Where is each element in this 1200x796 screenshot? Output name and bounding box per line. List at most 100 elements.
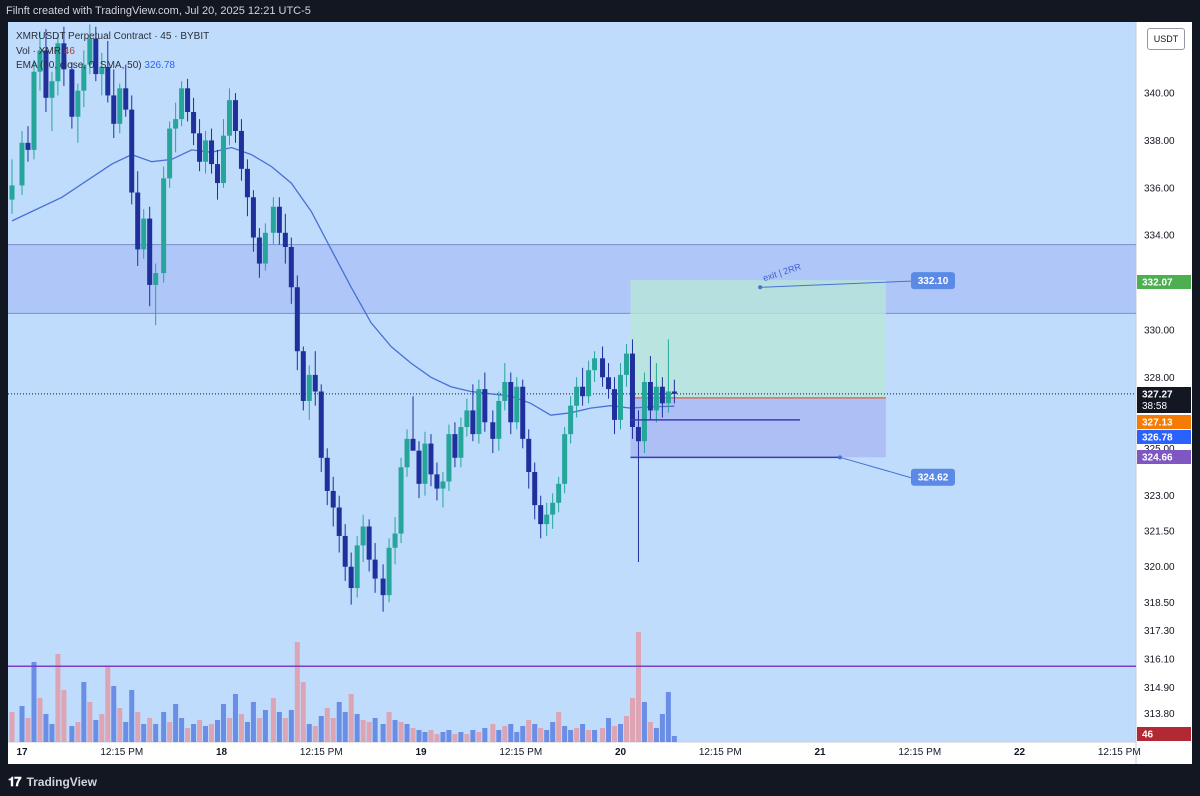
candle — [641, 372, 647, 454]
candle-body — [526, 438, 532, 472]
price-label: 327.27 — [1142, 390, 1173, 401]
legend-volume[interactable]: Vol · XMR 46 — [16, 45, 209, 60]
candle — [179, 81, 185, 127]
position-profit-zone — [630, 280, 886, 398]
volume-bar — [25, 718, 31, 742]
candle-body — [220, 135, 226, 184]
time-tick-label: 18 — [216, 747, 228, 758]
candle — [380, 564, 386, 612]
candle — [282, 213, 288, 264]
chart-attribution-bar: Filnft created with TradingView.com, Jul… — [0, 0, 1200, 22]
candle-body — [87, 38, 93, 65]
volume-bar — [185, 728, 191, 742]
candle-body — [191, 112, 197, 134]
candle-body — [366, 526, 372, 560]
candle — [300, 346, 306, 411]
currency-button[interactable]: USDT — [1147, 28, 1185, 50]
legend-ema-value: 326.78 — [144, 60, 175, 71]
candle-body — [147, 218, 153, 285]
candlestick-chart[interactable]: exit | 2RR 332.10324.62340.00338.00336.00… — [8, 22, 1192, 764]
price-label-badge — [1137, 727, 1191, 741]
candle — [665, 339, 671, 413]
candle-body — [153, 273, 159, 285]
stop-label: 324.62 — [918, 473, 949, 484]
candle — [618, 363, 623, 430]
volume-bar — [111, 686, 117, 742]
candle — [592, 351, 598, 382]
volume-bar — [562, 726, 568, 742]
volume-bar — [161, 712, 167, 742]
price-label-badge — [1137, 430, 1191, 444]
candle-body — [161, 178, 167, 274]
volume-bar — [147, 718, 153, 742]
volume-bar — [392, 720, 398, 742]
time-tick-label: 19 — [415, 747, 427, 758]
candle — [19, 130, 25, 195]
volume-bar — [153, 724, 159, 742]
candle-body — [342, 535, 348, 567]
volume-bar — [671, 736, 677, 742]
volume-bar — [354, 714, 360, 742]
candle-body — [105, 67, 111, 96]
candle-body — [398, 467, 404, 534]
volume-bar — [653, 728, 659, 742]
time-tick-label: 12:15 PM — [100, 747, 143, 758]
legend-symbol[interactable]: XMRUSDT Perpetual Contract · 45 · BYBIT — [16, 31, 210, 42]
candle — [69, 62, 75, 129]
candle — [129, 95, 135, 205]
candle-body — [360, 526, 366, 546]
candle-body — [99, 67, 105, 75]
candle-body — [372, 559, 378, 579]
candle — [366, 519, 372, 572]
candle — [276, 197, 282, 245]
candle-body — [618, 374, 623, 420]
volume-bar — [508, 724, 514, 742]
footer-brand[interactable]: TradingView — [26, 775, 97, 789]
price-tick-label: 320.00 — [1144, 562, 1175, 573]
time-tick-label: 12:15 PM — [1098, 747, 1141, 758]
stop-callout-dot — [837, 455, 842, 460]
position-loss-zone — [630, 397, 886, 458]
candle — [538, 495, 544, 539]
attribution-text: Filnft created with TradingView.com, Jul… — [6, 5, 311, 17]
candle — [386, 538, 392, 603]
candle-body — [81, 64, 87, 91]
volume-bar — [300, 682, 306, 742]
candle-body — [93, 38, 99, 75]
candle — [220, 119, 226, 188]
volume-bar — [129, 690, 135, 742]
candle — [270, 197, 276, 245]
volume-bar — [647, 722, 653, 742]
candle — [653, 363, 659, 423]
volume-bar — [342, 712, 348, 742]
candle-body — [502, 382, 508, 401]
volume-bar — [336, 702, 342, 742]
volume-bar — [568, 730, 574, 742]
volume-bar — [244, 722, 250, 742]
volume-bar — [330, 718, 336, 742]
volume-bar — [458, 732, 464, 742]
volume-bar — [179, 718, 185, 742]
candle — [659, 377, 665, 418]
volume-bar — [410, 728, 416, 742]
candle — [568, 396, 574, 444]
volume-bar — [99, 714, 105, 742]
volume-bar — [238, 714, 244, 742]
candle-body — [422, 443, 428, 484]
volume-bar — [167, 722, 173, 742]
volume-bar — [538, 728, 544, 742]
volume-bar — [404, 724, 410, 742]
target-label: 332.10 — [918, 276, 949, 287]
candle — [600, 346, 606, 387]
volume-bar — [173, 704, 179, 742]
candle — [336, 495, 342, 553]
candle — [288, 237, 294, 304]
volume-bar — [141, 724, 147, 742]
candle — [671, 379, 677, 404]
candle — [580, 367, 586, 406]
legend-ema[interactable]: EMA (50, close, 0, SMA, 50) 326.78 — [16, 59, 209, 74]
candle — [191, 97, 197, 146]
volume-bar — [398, 722, 404, 742]
candle — [526, 429, 532, 489]
volume-bar — [464, 734, 470, 742]
